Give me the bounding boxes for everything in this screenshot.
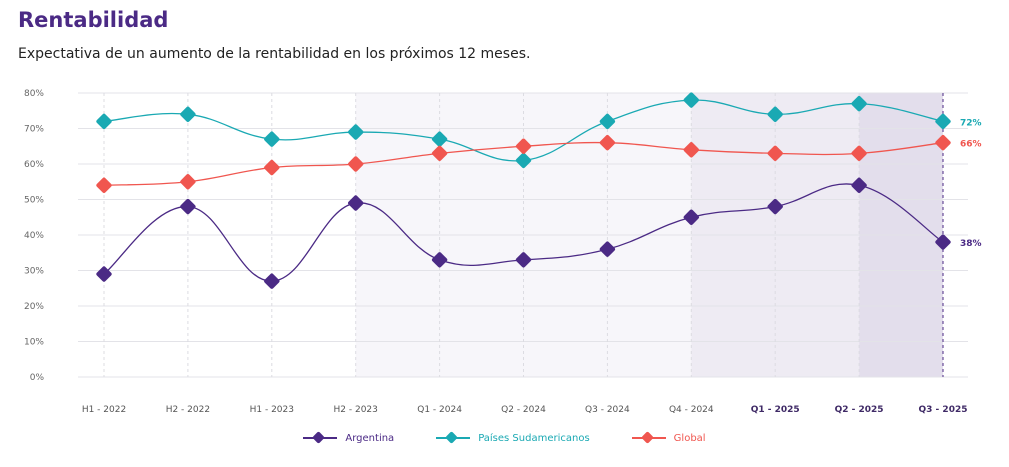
x-tick-label: Q2 - 2024: [501, 405, 546, 415]
legend: Argentina Países Sudamericanos Global: [0, 431, 1009, 444]
legend-label: Global: [673, 432, 706, 444]
data-point: [264, 131, 280, 147]
data-point: [851, 95, 867, 112]
legend-item: Países Sudamericanos: [436, 431, 590, 444]
data-point: [599, 241, 616, 257]
x-tick-label: Q2 - 2025: [835, 405, 884, 415]
data-point: [431, 145, 448, 162]
data-point: [683, 209, 699, 225]
data-point: [515, 138, 532, 154]
x-tick-label: Q1 - 2025: [751, 405, 800, 415]
data-point: [683, 142, 699, 158]
y-tick-label: 30%: [24, 267, 44, 277]
legend-label: Países Sudamericanos: [478, 432, 590, 444]
y-tick-label: 20%: [24, 302, 44, 312]
data-point: [348, 195, 364, 211]
data-point: [180, 174, 196, 190]
data-point: [96, 266, 112, 282]
x-tick-label: Q4 - 2024: [669, 405, 714, 415]
data-point: [180, 198, 196, 215]
data-point: [683, 92, 699, 108]
y-tick-label: 10%: [24, 338, 44, 348]
y-tick-label: 80%: [24, 89, 44, 99]
x-tick-label: Q3 - 2025: [919, 405, 968, 415]
data-point: [96, 177, 112, 193]
x-tick-label: H2 - 2022: [166, 405, 210, 415]
page-title: Rentabilidad: [18, 8, 169, 32]
data-point: [599, 135, 616, 151]
data-point: [515, 252, 532, 268]
data-point: [96, 113, 112, 130]
end-value-label: 38%: [960, 239, 982, 249]
x-tick-label: H2 - 2023: [334, 405, 378, 415]
legend-label: Argentina: [345, 432, 395, 444]
y-tick-label: 40%: [24, 231, 44, 241]
x-tick-label: H1 - 2023: [250, 405, 294, 415]
end-value-label: 72%: [960, 118, 982, 128]
x-tick-label: Q3 - 2024: [585, 405, 630, 415]
legend-marker-icon: [436, 431, 471, 444]
legend-item: Argentina: [303, 431, 395, 444]
data-point: [935, 135, 951, 151]
y-tick-label: 70%: [24, 125, 44, 135]
data-point: [431, 252, 448, 268]
chart-subtitle: Expectativa de un aumento de la rentabil…: [18, 46, 531, 62]
series-line: [103, 183, 944, 282]
y-tick-label: 0%: [30, 373, 45, 383]
data-point: [264, 159, 280, 176]
data-point: [515, 152, 532, 169]
data-point: [348, 124, 364, 140]
x-tick-label: Q1 - 2024: [417, 405, 462, 415]
data-point: [767, 145, 783, 162]
data-point: [348, 156, 364, 172]
legend-marker-icon: [631, 431, 666, 444]
data-point: [935, 113, 951, 130]
data-point: [180, 106, 196, 122]
legend-marker-icon: [303, 431, 338, 444]
data-point: [851, 145, 867, 162]
data-point: [935, 234, 951, 250]
end-value-label: 66%: [960, 140, 982, 150]
x-tick-label: H1 - 2022: [82, 405, 126, 415]
series-argentina: 38%: [96, 177, 982, 289]
data-point: [767, 106, 783, 122]
data-point: [851, 177, 867, 193]
data-point: [599, 113, 616, 130]
data-point: [431, 131, 448, 147]
legend-item: Global: [631, 431, 706, 444]
data-point: [264, 273, 280, 289]
series-países-sudamericanos: 72%: [96, 92, 982, 169]
series-global: 66%: [96, 135, 982, 193]
data-point: [767, 198, 783, 215]
y-tick-label: 60%: [24, 160, 44, 170]
y-tick-label: 50%: [24, 196, 44, 206]
